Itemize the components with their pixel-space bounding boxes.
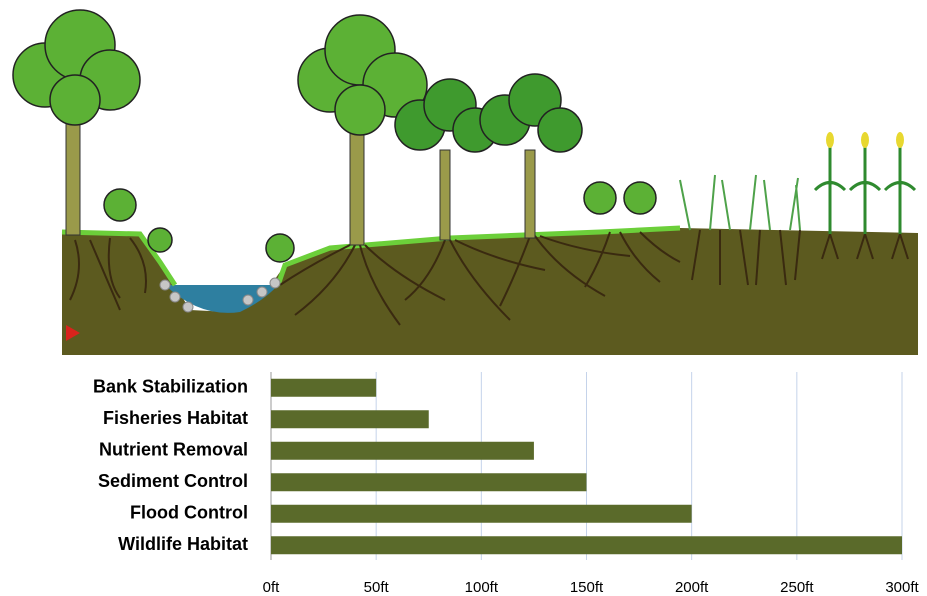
x-tick-label: 150ft <box>570 579 604 596</box>
bar <box>271 441 534 460</box>
x-tick-label: 250ft <box>780 579 814 596</box>
x-tick-label: 50ft <box>364 579 390 596</box>
category-label: Sediment Control <box>98 471 248 491</box>
riparian-illustration <box>12 9 918 355</box>
category-label: Bank Stabilization <box>93 377 248 397</box>
category-label: Nutrient Removal <box>99 440 248 460</box>
bar <box>271 536 902 555</box>
bar <box>271 410 429 429</box>
x-tick-label: 200ft <box>675 579 709 596</box>
x-tick-label: 100ft <box>465 579 499 596</box>
category-label: Fisheries Habitat <box>103 408 248 428</box>
x-tick-label: 300ft <box>885 579 919 596</box>
bar <box>271 378 377 397</box>
bar <box>271 504 692 523</box>
bar <box>271 473 587 492</box>
category-label: Flood Control <box>130 503 248 523</box>
category-label: Wildlife Habitat <box>118 534 248 554</box>
x-tick-label: 0ft <box>263 579 281 596</box>
